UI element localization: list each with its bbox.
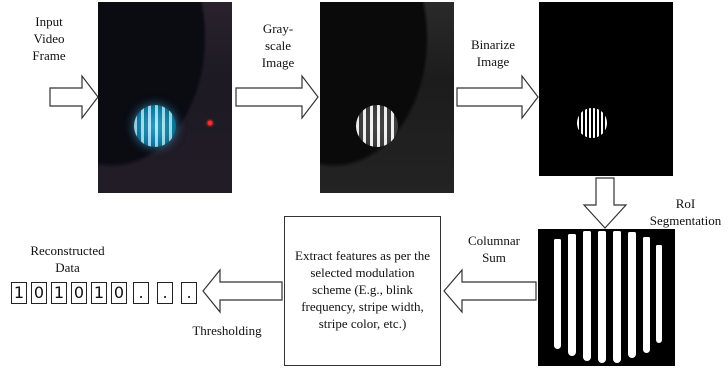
stripe [656, 245, 662, 343]
block-arrow-down [582, 177, 628, 229]
light-source-binarized [577, 108, 607, 138]
input-video-frame-image [98, 2, 232, 193]
feature-extraction-box: Extract features as per the selected mod… [284, 216, 441, 366]
input-video-frame-label: Input Video Frame [32, 14, 66, 63]
bit-cell: 1 [91, 282, 107, 304]
roi-segmentation-label: RoI Segmentation [649, 196, 722, 228]
bit-cell: . [157, 282, 173, 304]
columnar-sum-label: Columnar Sum [468, 233, 520, 265]
bit-cell: . [181, 282, 197, 304]
stripe [643, 237, 650, 353]
stripe [628, 232, 636, 358]
binarize-image-label: Binarize Image [470, 37, 516, 69]
bit-cell: 0 [31, 282, 47, 304]
roi-segmented-image [538, 229, 675, 366]
bit-cell: 1 [11, 282, 27, 304]
light-source-color [134, 105, 176, 147]
light-source-gray [356, 105, 398, 147]
grayscale-image-label: Gray- scale Image [261, 21, 295, 70]
stripe [568, 234, 576, 356]
block-arrow-right [235, 74, 319, 120]
feature-extraction-text: Extract features as per the selected mod… [295, 248, 430, 331]
stripe [598, 231, 606, 363]
thresholding-label: Thresholding [192, 323, 262, 338]
stripe [554, 239, 561, 349]
bit-cell: 0 [111, 282, 127, 304]
block-arrow-left [202, 268, 283, 314]
stripe [583, 231, 591, 361]
block-arrow-right [49, 74, 99, 120]
block-arrow-right [456, 74, 539, 120]
bit-cell: 0 [71, 282, 87, 304]
binarized-image [539, 2, 673, 176]
reconstructed-data-sequence: 1 0 1 0 1 0 . . . [11, 282, 201, 304]
reconstructed-data-label: Reconstructed Data [30, 243, 105, 275]
bit-cell: . [133, 282, 149, 304]
stripe [613, 231, 621, 363]
bit-cell: 1 [51, 282, 67, 304]
block-arrow-left [443, 268, 537, 314]
grayscale-image [320, 2, 454, 193]
